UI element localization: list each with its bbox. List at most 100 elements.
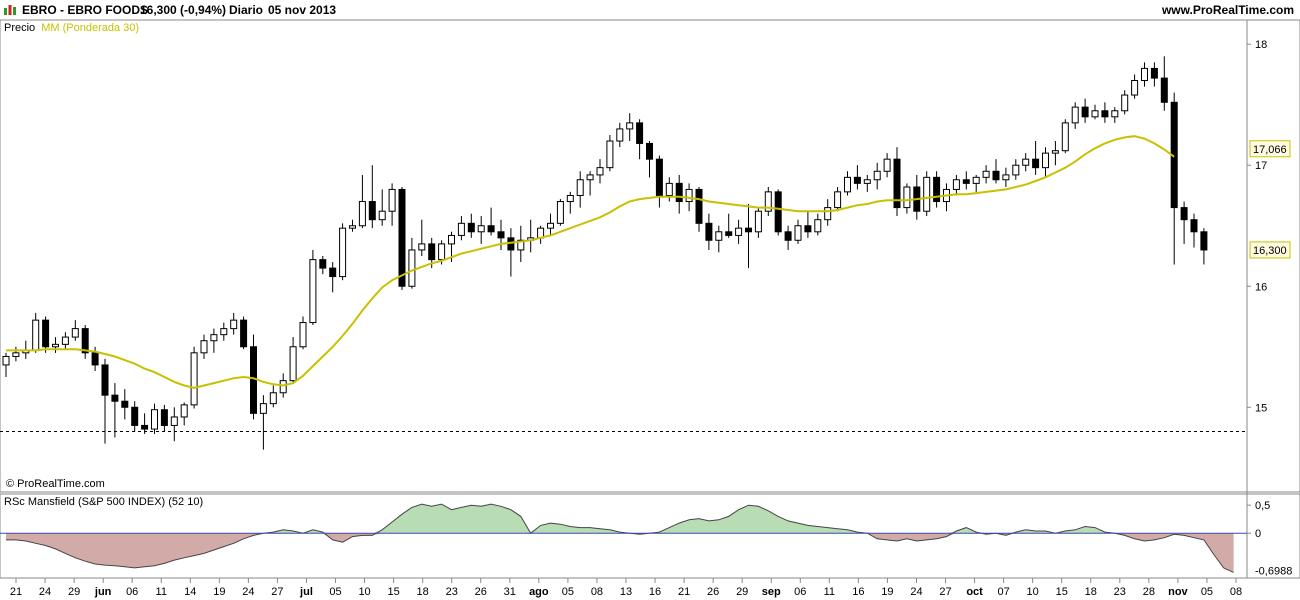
candle[interactable] bbox=[1131, 74, 1139, 99]
candle[interactable] bbox=[735, 219, 743, 244]
candle[interactable] bbox=[329, 262, 337, 293]
candle[interactable] bbox=[1160, 56, 1168, 111]
candle[interactable] bbox=[675, 174, 683, 214]
candle[interactable] bbox=[42, 316, 50, 353]
candle[interactable] bbox=[200, 334, 208, 359]
candle[interactable] bbox=[1061, 119, 1069, 154]
candle[interactable] bbox=[655, 155, 663, 208]
candle[interactable] bbox=[408, 237, 416, 289]
candle[interactable] bbox=[111, 383, 119, 438]
candle[interactable] bbox=[1111, 107, 1119, 123]
candle[interactable] bbox=[992, 159, 1000, 184]
candle[interactable] bbox=[1180, 201, 1188, 244]
candle[interactable] bbox=[646, 141, 653, 178]
candle[interactable] bbox=[1150, 62, 1158, 87]
rsc-line[interactable] bbox=[6, 503, 1234, 573]
candle[interactable] bbox=[933, 171, 941, 208]
candle[interactable] bbox=[1101, 102, 1109, 123]
candle[interactable] bbox=[1002, 167, 1010, 188]
candle[interactable] bbox=[418, 219, 426, 256]
candle[interactable] bbox=[824, 199, 832, 226]
candle[interactable] bbox=[556, 199, 564, 226]
candle[interactable] bbox=[794, 219, 802, 244]
candle[interactable] bbox=[725, 213, 733, 238]
candle[interactable] bbox=[893, 147, 901, 217]
candle[interactable] bbox=[12, 346, 20, 362]
candle[interactable] bbox=[269, 385, 277, 408]
candle[interactable] bbox=[1170, 92, 1178, 265]
candle[interactable] bbox=[32, 312, 40, 353]
candle[interactable] bbox=[853, 165, 861, 190]
candle[interactable] bbox=[665, 177, 673, 202]
candle[interactable] bbox=[952, 174, 960, 196]
candle[interactable] bbox=[576, 171, 584, 208]
candle[interactable] bbox=[240, 316, 248, 350]
candle[interactable] bbox=[596, 159, 604, 184]
candle[interactable] bbox=[388, 183, 396, 226]
candle[interactable] bbox=[1190, 213, 1198, 248]
candle[interactable] bbox=[1042, 147, 1049, 178]
candle[interactable] bbox=[220, 322, 228, 341]
candle[interactable] bbox=[764, 187, 772, 217]
candle[interactable] bbox=[903, 183, 911, 214]
candle[interactable] bbox=[230, 312, 238, 335]
candle[interactable] bbox=[774, 189, 782, 236]
candle[interactable] bbox=[972, 174, 980, 192]
candle[interactable] bbox=[616, 122, 624, 148]
candle[interactable] bbox=[368, 165, 376, 229]
candle[interactable] bbox=[259, 395, 267, 450]
candle[interactable] bbox=[81, 324, 89, 359]
candle[interactable] bbox=[71, 320, 79, 341]
candle[interactable] bbox=[913, 174, 921, 220]
candle[interactable] bbox=[151, 403, 158, 434]
candle[interactable] bbox=[398, 187, 406, 290]
candle[interactable] bbox=[121, 389, 129, 420]
candle[interactable] bbox=[170, 407, 178, 442]
candle[interactable] bbox=[1081, 98, 1089, 123]
candle[interactable] bbox=[547, 213, 554, 236]
candle[interactable] bbox=[606, 134, 614, 172]
candle[interactable] bbox=[299, 316, 307, 350]
candle[interactable] bbox=[1022, 153, 1030, 172]
candle[interactable] bbox=[477, 216, 485, 244]
candle[interactable] bbox=[1121, 90, 1129, 115]
candle[interactable] bbox=[210, 328, 218, 353]
candle[interactable] bbox=[814, 213, 822, 236]
candle[interactable] bbox=[1091, 104, 1099, 120]
candle[interactable] bbox=[982, 165, 990, 184]
ma-legend-label[interactable]: MM (Ponderada 30) bbox=[41, 22, 140, 34]
candle[interactable] bbox=[943, 183, 950, 212]
candle[interactable] bbox=[52, 337, 59, 353]
candle[interactable] bbox=[339, 223, 347, 281]
candle[interactable] bbox=[1032, 141, 1040, 175]
candle[interactable] bbox=[131, 401, 139, 432]
candle[interactable] bbox=[378, 189, 386, 226]
candle[interactable] bbox=[1071, 102, 1079, 129]
candle[interactable] bbox=[1200, 228, 1208, 265]
candle[interactable] bbox=[319, 256, 327, 275]
candle[interactable] bbox=[101, 358, 109, 444]
candle[interactable] bbox=[309, 249, 317, 325]
moving-average-line[interactable] bbox=[6, 135, 1175, 389]
candle[interactable] bbox=[863, 174, 871, 192]
candle[interactable] bbox=[705, 213, 713, 250]
candle[interactable] bbox=[695, 187, 703, 232]
candle[interactable] bbox=[873, 162, 881, 190]
candle[interactable] bbox=[467, 213, 475, 238]
candle[interactable] bbox=[61, 332, 69, 350]
site-link[interactable]: www.ProRealTime.com bbox=[1161, 3, 1294, 17]
candle[interactable] bbox=[289, 337, 297, 384]
candle[interactable] bbox=[715, 225, 723, 253]
candle[interactable] bbox=[141, 413, 149, 434]
candle[interactable] bbox=[537, 225, 545, 244]
candle[interactable] bbox=[626, 113, 634, 142]
candle[interactable] bbox=[844, 171, 851, 196]
candle[interactable] bbox=[962, 171, 970, 190]
candle[interactable] bbox=[834, 187, 842, 212]
candle[interactable] bbox=[1051, 141, 1059, 166]
candle[interactable] bbox=[527, 219, 535, 253]
candle[interactable] bbox=[586, 171, 594, 196]
candle[interactable] bbox=[754, 207, 762, 238]
candle[interactable] bbox=[2, 352, 10, 378]
